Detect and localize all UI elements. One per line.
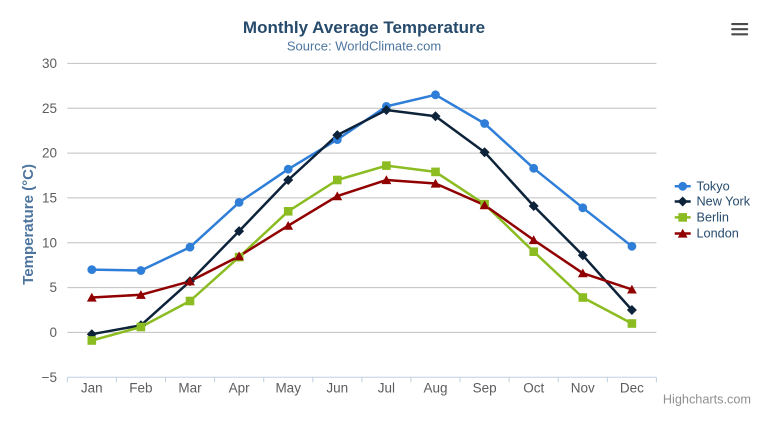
svg-text:Apr: Apr xyxy=(229,381,251,396)
svg-text:Monthly Average Temperature: Monthly Average Temperature xyxy=(243,18,485,37)
svg-text:Dec: Dec xyxy=(620,381,644,396)
svg-text:Temperature (°C): Temperature (°C) xyxy=(20,164,37,285)
svg-text:New York: New York xyxy=(697,195,751,209)
svg-text:Tokyo: Tokyo xyxy=(697,179,730,193)
svg-text:Highcharts.com: Highcharts.com xyxy=(663,393,751,407)
svg-text:Jul: Jul xyxy=(378,381,395,396)
svg-text:10: 10 xyxy=(42,235,57,250)
svg-text:25: 25 xyxy=(42,101,57,116)
svg-text:20: 20 xyxy=(42,146,57,161)
svg-text:Jan: Jan xyxy=(81,381,103,396)
svg-text:5: 5 xyxy=(49,280,57,295)
svg-text:May: May xyxy=(275,381,301,396)
svg-text:−5: −5 xyxy=(42,370,57,385)
svg-text:Berlin: Berlin xyxy=(697,211,729,225)
svg-text:30: 30 xyxy=(42,56,57,71)
svg-text:Feb: Feb xyxy=(129,381,152,396)
svg-text:Aug: Aug xyxy=(423,381,447,396)
svg-text:0: 0 xyxy=(49,325,57,340)
svg-text:Jun: Jun xyxy=(326,381,348,396)
svg-text:London: London xyxy=(697,227,739,241)
svg-text:Nov: Nov xyxy=(571,381,595,396)
svg-text:Source: WorldClimate.com: Source: WorldClimate.com xyxy=(287,39,441,54)
svg-text:Oct: Oct xyxy=(523,381,544,396)
svg-text:Sep: Sep xyxy=(473,381,497,396)
svg-text:Mar: Mar xyxy=(178,381,202,396)
svg-text:15: 15 xyxy=(42,191,57,206)
